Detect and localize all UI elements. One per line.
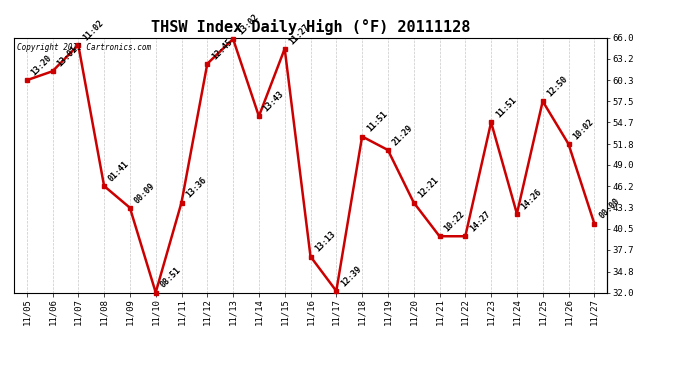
- Text: 14:27: 14:27: [468, 209, 492, 234]
- Text: 10:02: 10:02: [571, 117, 595, 141]
- Text: 21:29: 21:29: [391, 123, 415, 147]
- Text: 11:51: 11:51: [365, 110, 389, 134]
- Text: 13:36: 13:36: [184, 176, 208, 200]
- Text: 13:43: 13:43: [262, 89, 286, 114]
- Text: 11:02: 11:02: [81, 18, 105, 42]
- Title: THSW Index Daily High (°F) 20111128: THSW Index Daily High (°F) 20111128: [151, 19, 470, 35]
- Text: 08:51: 08:51: [159, 266, 183, 290]
- Text: 13:02: 13:02: [236, 12, 260, 36]
- Text: 12:45: 12:45: [210, 37, 234, 61]
- Text: 14:26: 14:26: [520, 187, 544, 211]
- Text: 01:41: 01:41: [107, 159, 131, 183]
- Text: 11:51: 11:51: [494, 95, 518, 120]
- Text: 13:01: 13:01: [55, 44, 79, 69]
- Text: 13:20: 13:20: [30, 53, 54, 78]
- Text: 00:00: 00:00: [597, 196, 621, 221]
- Text: 12:39: 12:39: [339, 264, 363, 288]
- Text: 12:50: 12:50: [546, 74, 569, 99]
- Text: 13:13: 13:13: [313, 230, 337, 254]
- Text: 12:21: 12:21: [417, 176, 440, 200]
- Text: 10:22: 10:22: [442, 209, 466, 234]
- Text: 00:09: 00:09: [132, 181, 157, 205]
- Text: 11:27: 11:27: [288, 22, 311, 46]
- Text: Copyright 2011 Cartronics.com: Copyright 2011 Cartronics.com: [17, 43, 151, 52]
